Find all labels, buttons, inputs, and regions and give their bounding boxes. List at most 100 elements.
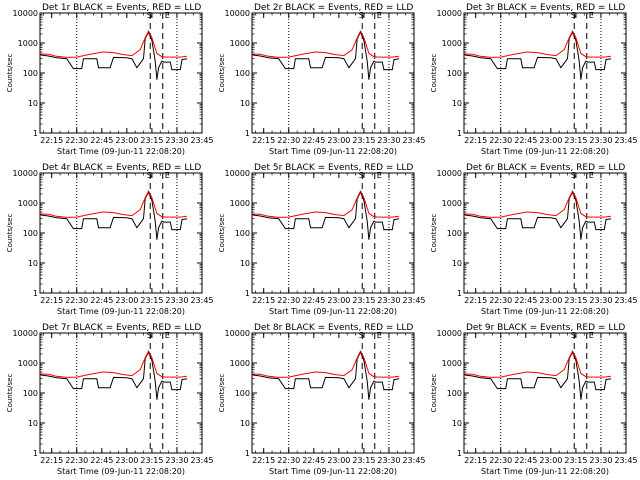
y-tick-label: 1 (245, 129, 250, 138)
events-series-line (39, 350, 188, 400)
plot-frame (251, 172, 415, 294)
y-tick-label: 100 (235, 229, 250, 238)
x-tick-label: 23:00 (539, 456, 562, 465)
x-tick-label: 23:15 (564, 136, 587, 145)
lld-series-line (463, 29, 612, 58)
events-series-line (463, 190, 612, 240)
x-axis-label: Start Time (09-Jun-11 22:08:20) (481, 307, 609, 316)
x-tick-label: 23:30 (377, 296, 400, 305)
panel-det-3: Det 3r BLACK = Events, RED = LLD Counts/s… (430, 3, 638, 156)
x-tick-label: 23:45 (402, 456, 425, 465)
x-tick-label: 23:00 (327, 456, 350, 465)
y-tick-label: 10 (28, 259, 38, 268)
marker-label-end: E (377, 11, 382, 20)
plot-frame (463, 332, 627, 454)
events-series-line (463, 350, 612, 400)
panel-det-4: Det 4r BLACK = Events, RED = LLD Counts/s… (6, 163, 214, 316)
y-tick-label: 10000 (437, 9, 462, 18)
panel-det-6: Det 6r BLACK = Events, RED = LLD Counts/s… (430, 163, 638, 316)
x-tick-label: 22:15 (252, 456, 275, 465)
events-series-line (251, 190, 400, 240)
marker-label-start: S (359, 171, 364, 180)
x-tick-label: 22:45 (514, 296, 537, 305)
x-tick-label: 23:00 (327, 136, 350, 145)
panel-title: Det 1r BLACK = Events, RED = LLD (42, 3, 201, 13)
x-tick-label: 22:30 (277, 456, 300, 465)
y-tick-label: 10000 (13, 169, 38, 178)
x-tick-label: 22:45 (302, 136, 325, 145)
y-tick-label: 10000 (225, 169, 250, 178)
x-axis-label: Start Time (09-Jun-11 22:08:20) (269, 467, 397, 476)
x-tick-label: 23:15 (352, 456, 375, 465)
x-tick-label: 23:00 (539, 296, 562, 305)
x-tick-label: 22:30 (65, 296, 88, 305)
y-tick-label: 1 (245, 449, 250, 458)
y-axis-label: Counts/sec (218, 374, 226, 413)
marker-label-start: S (359, 331, 364, 340)
lld-series-line (251, 29, 400, 58)
x-tick-label: 22:30 (489, 296, 512, 305)
y-tick-label: 10000 (13, 329, 38, 338)
x-tick-label: 22:30 (65, 136, 88, 145)
y-tick-label: 10 (28, 99, 38, 108)
lld-series-line (251, 349, 400, 378)
y-tick-label: 100 (235, 69, 250, 78)
x-tick-label: 22:30 (65, 456, 88, 465)
x-tick-label: 22:45 (514, 456, 537, 465)
x-tick-label: 23:15 (352, 136, 375, 145)
y-tick-label: 10000 (225, 9, 250, 18)
y-tick-label: 100 (235, 389, 250, 398)
plot-frame (39, 12, 203, 134)
panel-title: Det 9r BLACK = Events, RED = LLD (466, 323, 625, 333)
y-tick-label: 1 (33, 289, 38, 298)
y-tick-label: 1000 (442, 39, 462, 48)
y-tick-label: 1 (33, 129, 38, 138)
marker-label-end: E (377, 331, 382, 340)
y-tick-label: 10000 (13, 9, 38, 18)
x-tick-label: 23:30 (165, 296, 188, 305)
y-tick-label: 100 (447, 389, 462, 398)
y-axis-label: Counts/sec (6, 214, 14, 253)
x-tick-label: 22:30 (277, 136, 300, 145)
y-tick-label: 1 (457, 289, 462, 298)
x-tick-label: 22:45 (302, 296, 325, 305)
panel-title: Det 8r BLACK = Events, RED = LLD (254, 323, 413, 333)
y-tick-label: 1000 (18, 199, 38, 208)
y-axis-label: Counts/sec (218, 54, 226, 93)
y-tick-label: 1000 (442, 359, 462, 368)
x-tick-label: 23:30 (165, 456, 188, 465)
panel-det-7: Det 7r BLACK = Events, RED = LLD Counts/s… (6, 323, 214, 476)
y-tick-label: 100 (447, 69, 462, 78)
y-tick-label: 1 (457, 449, 462, 458)
x-tick-label: 22:15 (252, 136, 275, 145)
marker-label-end: E (589, 11, 594, 20)
y-tick-label: 1 (457, 129, 462, 138)
y-tick-label: 100 (23, 69, 38, 78)
panel-title: Det 6r BLACK = Events, RED = LLD (466, 163, 625, 173)
y-tick-label: 10 (240, 419, 250, 428)
marker-label-start: S (147, 171, 152, 180)
panel-title: Det 4r BLACK = Events, RED = LLD (42, 163, 201, 173)
marker-label-start: S (571, 331, 576, 340)
y-axis-label: Counts/sec (218, 214, 226, 253)
y-tick-label: 1 (33, 449, 38, 458)
x-tick-label: 23:45 (190, 296, 213, 305)
x-tick-label: 22:45 (90, 136, 113, 145)
y-axis-label: Counts/sec (6, 54, 14, 93)
x-tick-label: 23:45 (190, 456, 213, 465)
x-tick-label: 22:45 (514, 136, 537, 145)
x-tick-label: 23:15 (140, 136, 163, 145)
marker-label-end: E (589, 171, 594, 180)
marker-label-end: E (165, 331, 170, 340)
x-tick-label: 22:45 (90, 296, 113, 305)
y-tick-label: 10000 (437, 329, 462, 338)
x-axis-label: Start Time (09-Jun-11 22:08:20) (481, 467, 609, 476)
x-tick-label: 23:15 (140, 296, 163, 305)
x-tick-label: 23:00 (539, 136, 562, 145)
y-tick-label: 1000 (442, 199, 462, 208)
x-tick-label: 23:45 (614, 136, 637, 145)
lld-series-line (463, 189, 612, 218)
x-tick-label: 23:45 (402, 136, 425, 145)
y-tick-label: 10 (240, 99, 250, 108)
plot-frame (463, 172, 627, 294)
